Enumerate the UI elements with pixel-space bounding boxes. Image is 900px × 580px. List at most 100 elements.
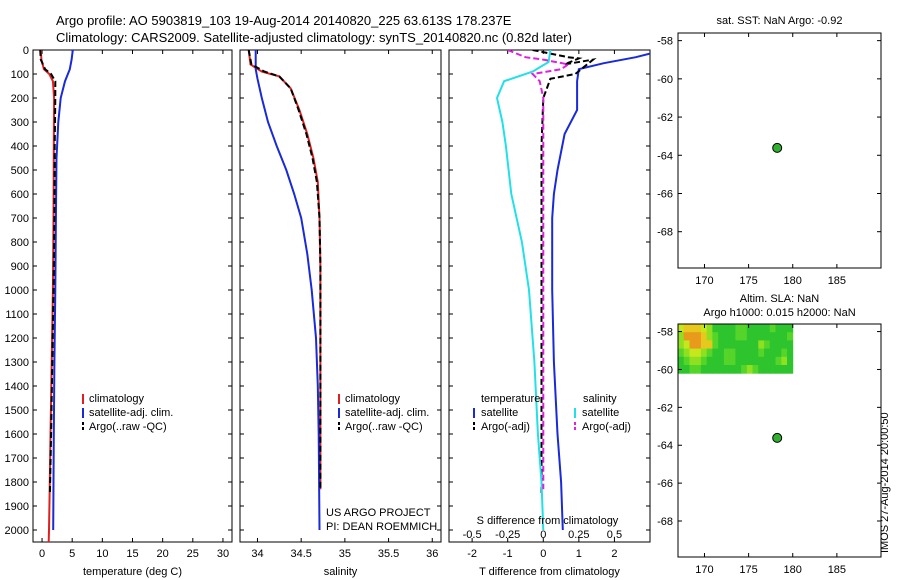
sla-heatmap-cell bbox=[764, 365, 771, 374]
sla-heatmap-cell bbox=[695, 365, 702, 374]
sla_map-title-line-1: Altim. SLA: NaN bbox=[740, 293, 820, 305]
diff-legend-temperature-entry: Argo(-adj) bbox=[481, 421, 530, 433]
differences-series-salinity-satellite bbox=[495, 50, 552, 531]
sla_map-xtick-label: 175 bbox=[739, 564, 757, 576]
sla-heatmap-cell bbox=[735, 348, 742, 358]
sla-heatmap-cell bbox=[723, 365, 731, 374]
differences-xtick-label: 1 bbox=[576, 548, 582, 560]
depth-tick-label: 2000 bbox=[5, 525, 29, 537]
sla-heatmap-cell bbox=[758, 356, 765, 366]
sla-heatmap-cell bbox=[775, 356, 782, 366]
sla_map-xtick-label: 180 bbox=[784, 564, 802, 576]
imos-credit: IMOS 27-Aug-2014 20:00:50 bbox=[879, 412, 891, 553]
salinity-legend-entry: climatology bbox=[345, 393, 401, 405]
differences-xtick-label: 2 bbox=[611, 548, 617, 560]
sla-heatmap-cell bbox=[706, 332, 713, 341]
sla-heatmap-cell bbox=[689, 365, 696, 374]
sla-heatmap-cell bbox=[729, 365, 736, 374]
sla-heatmap-cell bbox=[700, 348, 708, 358]
sla-heatmap-cell bbox=[758, 332, 765, 341]
sla-heatmap-cell bbox=[712, 365, 719, 374]
sla_map-ytick-label: -68 bbox=[657, 516, 673, 528]
diff-legend-salinity-entry: Argo(-adj) bbox=[582, 421, 631, 433]
sla-heatmap-cell bbox=[764, 356, 771, 366]
depth-tick-label: 300 bbox=[11, 117, 29, 129]
sla-heatmap-cell bbox=[689, 348, 696, 358]
sla-heatmap-cell bbox=[735, 356, 742, 366]
depth-tick-label: 1400 bbox=[5, 381, 29, 393]
sla-heatmap-cell bbox=[781, 324, 788, 333]
differences-xtick-label: 0 bbox=[540, 548, 546, 560]
sla_map-ytick-label: -60 bbox=[657, 364, 673, 376]
sla-heatmap-cell bbox=[752, 365, 759, 374]
sst_map-frame bbox=[677, 32, 882, 269]
sla-heatmap-cell bbox=[695, 340, 702, 350]
diff-legend-temperature-entry: satellite bbox=[481, 407, 518, 419]
sst_map-argo-point bbox=[772, 142, 783, 153]
sla-heatmap-cell bbox=[758, 365, 765, 374]
sla_map-xtick-label: 170 bbox=[695, 564, 713, 576]
depth-tick-label: 1900 bbox=[5, 501, 29, 513]
sla-heatmap-cell bbox=[706, 348, 713, 358]
sst_map-title: sat. SST: NaN Argo: -0.92 bbox=[717, 15, 843, 27]
salinity-series-satellite-adj-clim- bbox=[254, 50, 321, 531]
sla-heatmap-cell bbox=[723, 356, 731, 366]
sla-heatmap-cell bbox=[769, 348, 776, 358]
sla-heatmap-cell bbox=[787, 348, 794, 358]
sla-heatmap-cell bbox=[718, 332, 725, 341]
temperature-series-group bbox=[39, 50, 74, 542]
sla-heatmap-cell bbox=[712, 340, 719, 350]
sla-heatmap-cell bbox=[764, 348, 771, 358]
sla-heatmap-cell bbox=[735, 324, 742, 333]
sla-heatmap-cell bbox=[746, 348, 753, 358]
temperature-xtick-label: 30 bbox=[217, 548, 229, 560]
temperature-series-climatology bbox=[39, 50, 56, 542]
temperature-xlabel: temperature (deg C) bbox=[83, 566, 182, 578]
sla-heatmap-cell bbox=[741, 332, 748, 341]
sla-heatmap-cell bbox=[781, 365, 788, 374]
temperature-legend-entry: climatology bbox=[89, 393, 145, 405]
sla-heatmap-cell bbox=[712, 332, 719, 341]
sla-heatmap-cell bbox=[683, 365, 690, 374]
temperature-panel: 0 5 10 15 20 25 300100200300400500600700800900… bbox=[5, 45, 233, 578]
sla-heatmap-cell bbox=[752, 356, 759, 366]
diff-legend-salinity-entry: satellite bbox=[582, 407, 619, 419]
depth-tick-label: 1600 bbox=[5, 429, 29, 441]
differences-xtick-label: -1 bbox=[503, 548, 513, 560]
sla-heatmap-cell bbox=[781, 332, 788, 341]
diff-s-tick-label: 0 bbox=[540, 529, 546, 541]
sla-heatmap-cell bbox=[787, 340, 794, 350]
sla-heatmap-cell bbox=[678, 340, 685, 350]
temperature-frame bbox=[32, 49, 233, 543]
sla-heatmap-cell bbox=[683, 356, 690, 366]
sla-heatmap-cell bbox=[752, 340, 759, 350]
sla-heatmap-cell bbox=[683, 348, 690, 358]
sla-heatmap-cell bbox=[758, 324, 765, 333]
sla_map-ytick-label: -62 bbox=[657, 402, 673, 414]
sla-heatmap-cell bbox=[764, 324, 771, 333]
sst_map-ytick-label: -68 bbox=[657, 227, 673, 239]
sla-heatmap-cell bbox=[706, 356, 713, 366]
sla-heatmap-cell bbox=[729, 332, 736, 341]
sla-heatmap-cell bbox=[781, 340, 788, 350]
title-line-1: Argo profile: AO 5903819_103 19-Aug-2014… bbox=[56, 13, 512, 28]
sla-heatmap-cell bbox=[746, 356, 753, 366]
salinity-xtick-label: 35 bbox=[339, 548, 351, 560]
sla-heatmap-cell bbox=[706, 324, 713, 333]
sla-heatmap-cell bbox=[706, 365, 713, 374]
sla-heatmap-cell bbox=[735, 340, 742, 350]
sla-heatmap-cell bbox=[787, 332, 794, 341]
depth-tick-label: 600 bbox=[11, 189, 29, 201]
sla-heatmap-cell bbox=[741, 324, 748, 333]
differences-series-temperature-satellite bbox=[551, 52, 650, 531]
temperature-xtick-label: 0 bbox=[39, 548, 45, 560]
depth-tick-label: 700 bbox=[11, 213, 29, 225]
sla-heatmap-cell bbox=[746, 340, 753, 350]
sla_map-ytick-label: -58 bbox=[657, 327, 673, 339]
diff-s-tick-label: -0.25 bbox=[495, 529, 520, 541]
depth-tick-label: 900 bbox=[11, 261, 29, 273]
sla-heatmap-cell bbox=[741, 340, 748, 350]
sla-heatmap-cell bbox=[695, 356, 702, 366]
sla-heatmap-cell bbox=[689, 332, 696, 341]
